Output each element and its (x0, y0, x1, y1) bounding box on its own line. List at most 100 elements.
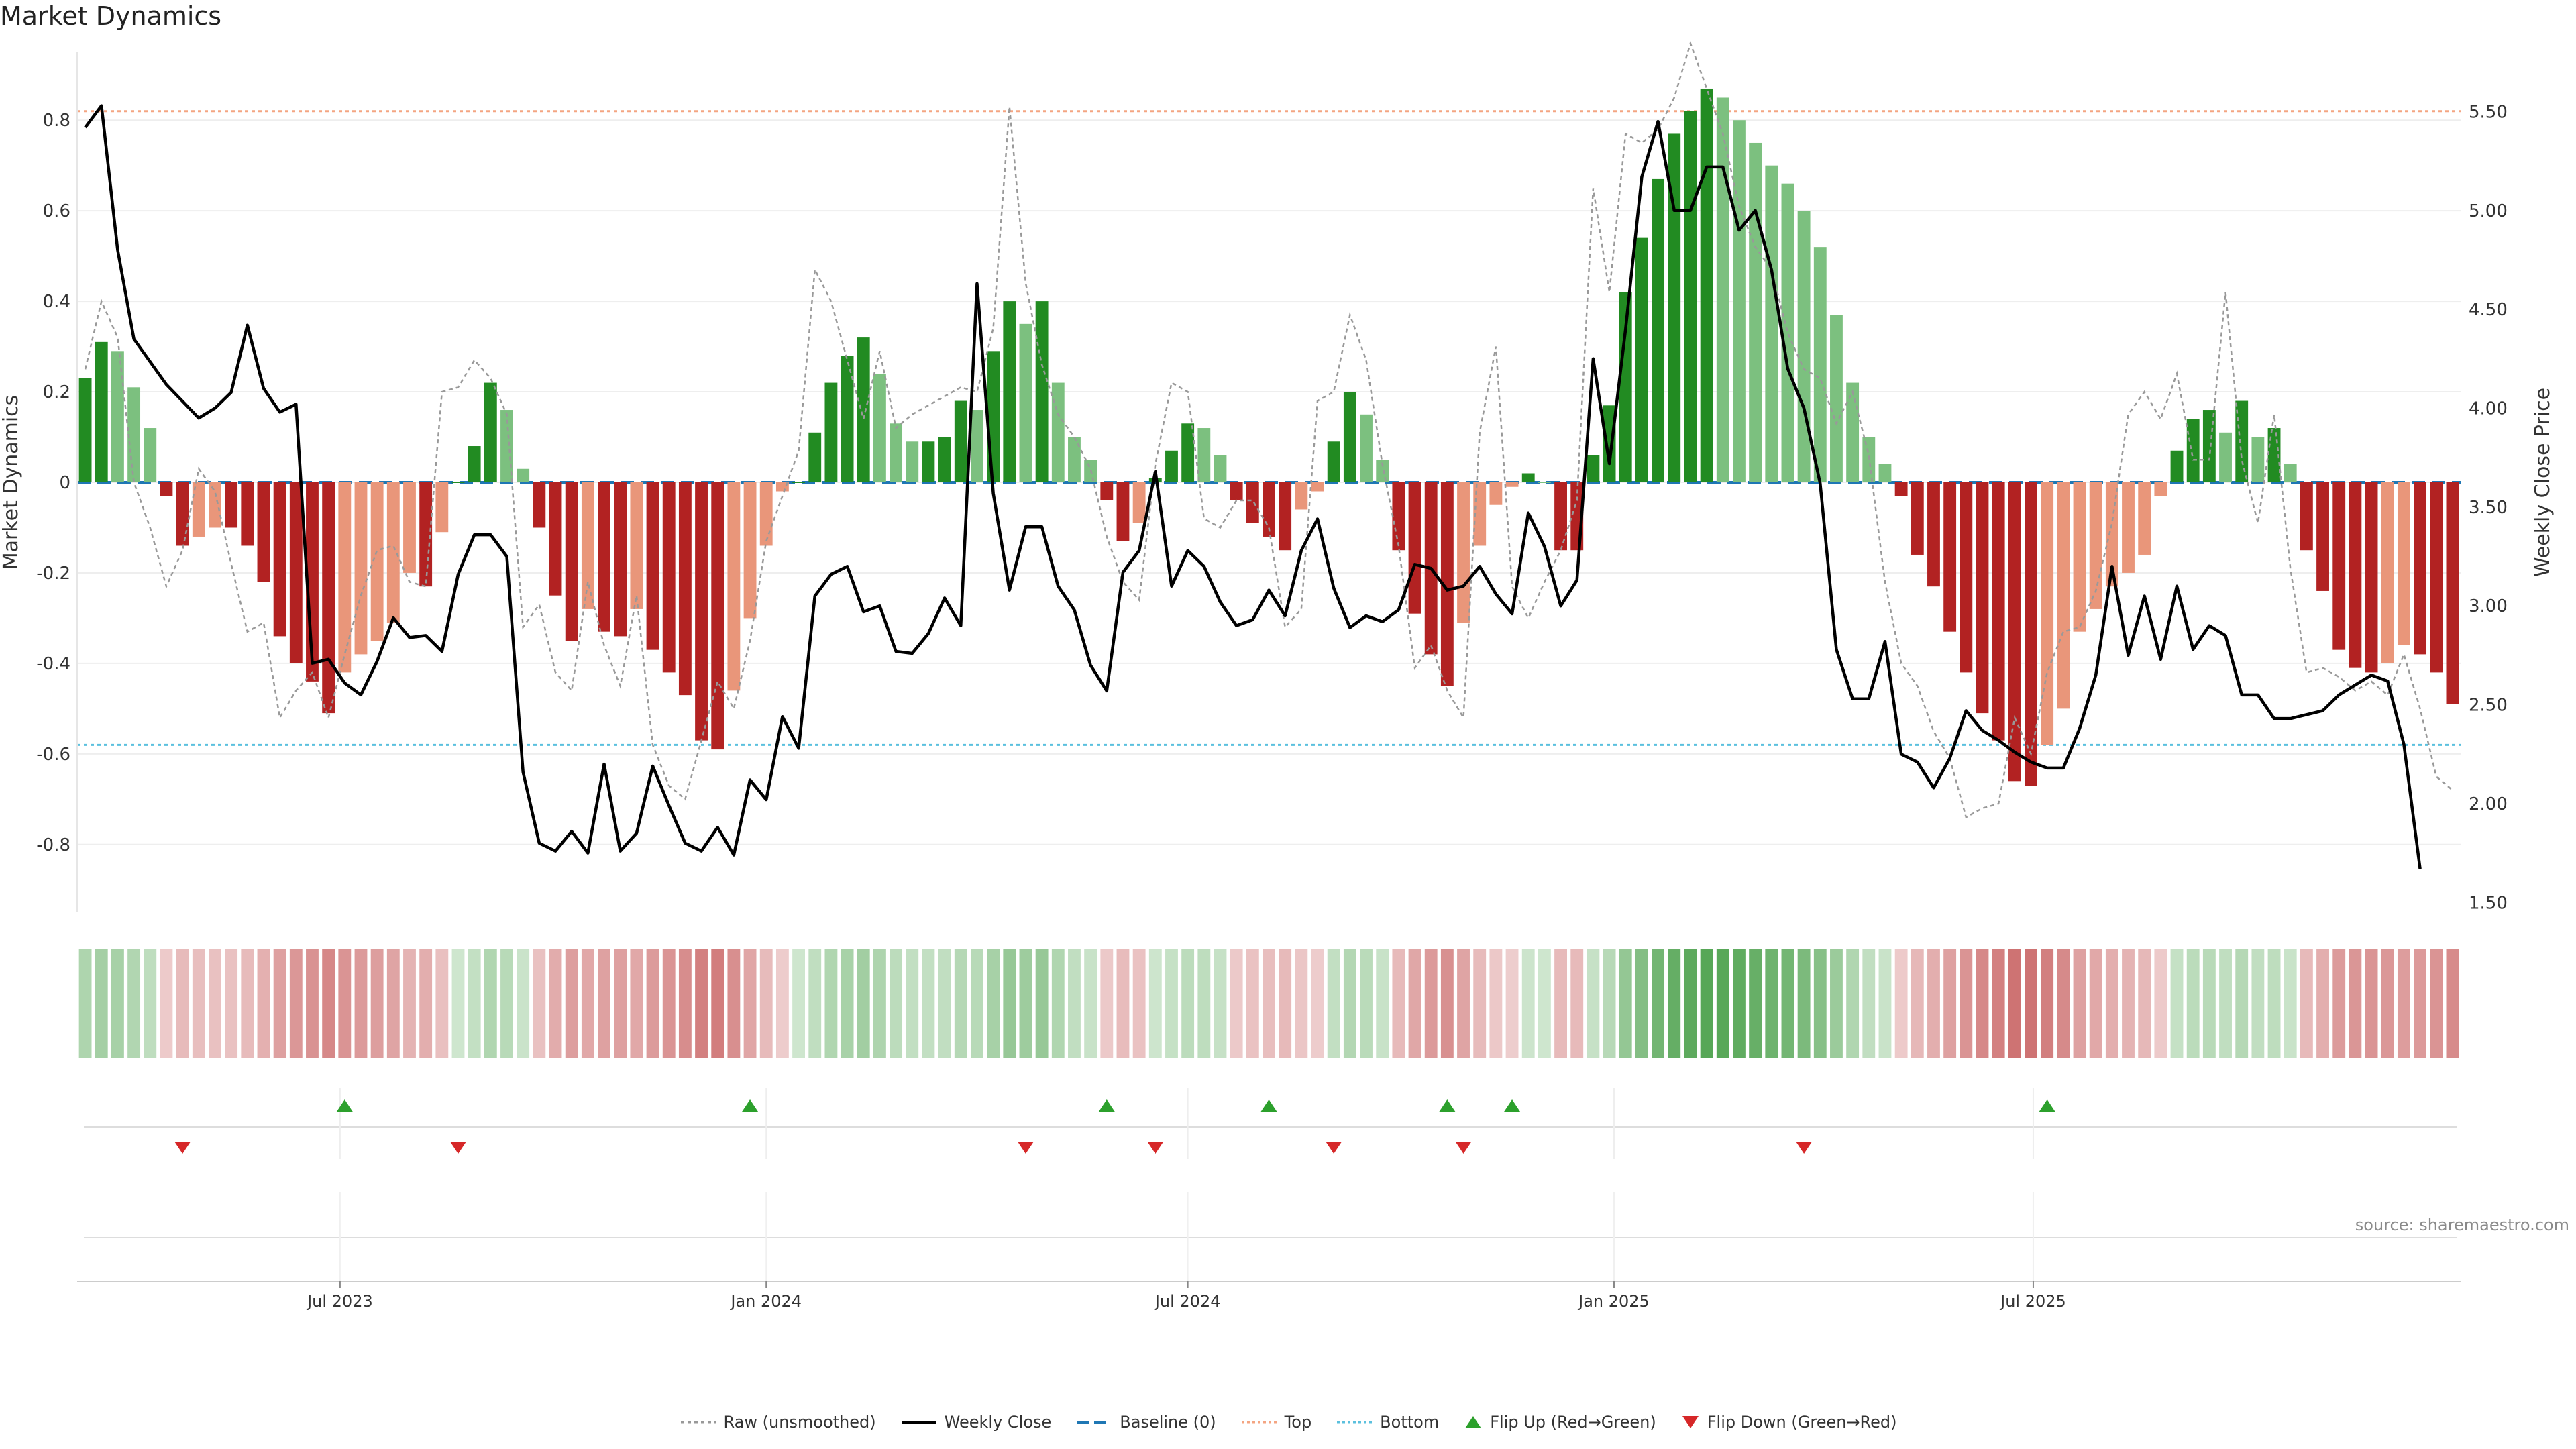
heat-cell (1635, 949, 1648, 1058)
dynamics-bar (2105, 482, 2118, 587)
dynamics-bar (711, 482, 724, 750)
dynamics-bar (2073, 482, 2086, 632)
legend-label-baseline: Baseline (0) (1120, 1413, 1216, 1432)
dynamics-bar (1440, 482, 1454, 686)
heat-cell (1570, 949, 1584, 1058)
flip-down-marker (1017, 1142, 1034, 1154)
heat-cell (2025, 949, 2037, 1058)
dynamics-bar (370, 482, 384, 641)
left-tick-label: 0 (59, 473, 70, 493)
dynamics-bar (403, 482, 416, 573)
heat-cell (614, 949, 627, 1058)
dynamics-bar (2170, 450, 2184, 482)
dynamics-bar (1846, 382, 1860, 482)
dynamics-bar (2138, 482, 2151, 555)
dynamics-bar (2430, 482, 2443, 673)
right-tick-label: 4.00 (2469, 398, 2508, 419)
dynamics-bar (354, 482, 368, 655)
dynamics-bar (1911, 482, 1924, 555)
heat-cell (2316, 949, 2329, 1058)
dynamics-bar (1554, 482, 1567, 551)
right-tick-label: 4.50 (2469, 300, 2508, 320)
legend-item-baseline: Baseline (0) (1075, 1413, 1216, 1432)
legend-label-flip-up: Flip Up (Red→Green) (1490, 1413, 1656, 1432)
dynamics-bar (257, 482, 270, 582)
dynamics-bar (695, 482, 708, 741)
flip-down-marker (1147, 1142, 1164, 1154)
heat-cell (1943, 949, 1957, 1058)
heat-cell (1295, 949, 1308, 1058)
heat-cell (1376, 949, 1389, 1058)
baseline-line-swatch (1077, 1421, 1112, 1424)
heat-cell (1230, 949, 1243, 1058)
left-tick-label: -0.6 (36, 745, 70, 765)
flip-up-marker (2039, 1099, 2055, 1112)
flip-down-triangle-icon (1682, 1416, 1699, 1428)
heat-cell (78, 949, 92, 1058)
heat-cell (1846, 949, 1860, 1058)
dynamics-bar (2446, 482, 2459, 704)
weekly-close-series (84, 104, 2422, 869)
heat-cell (354, 949, 368, 1058)
dynamics-bar (1132, 482, 1146, 523)
heat-cell (127, 949, 141, 1058)
heat-cell (435, 949, 449, 1058)
dynamics-bar (890, 423, 903, 482)
bottom-panel: Jul 2023 Jan 2024 Jul 2024 Jan 2025 Jul 2025 (77, 1192, 2461, 1311)
heat-cell (1733, 949, 1746, 1058)
heat-cell (824, 949, 838, 1058)
heat-cell (1960, 949, 1973, 1058)
heat-cell (678, 949, 692, 1058)
right-tick-label: 5.50 (2469, 102, 2508, 122)
dynamics-bar (1668, 133, 1681, 482)
flip-down-marker (1326, 1142, 1342, 1154)
heat-cell (1279, 949, 1292, 1058)
heat-cell (711, 949, 724, 1058)
dynamics-bar (160, 482, 173, 496)
bottom-line-swatch (1337, 1421, 1373, 1424)
dynamics-bar (1019, 323, 1032, 482)
heat-cell (1878, 949, 1892, 1058)
dynamics-bar (1992, 482, 2005, 741)
dynamics-bar (273, 482, 286, 637)
heat-cell (2365, 949, 2378, 1058)
dynamics-bar (468, 446, 481, 482)
flip-up-marker (742, 1099, 759, 1112)
heat-cell (2057, 949, 2070, 1058)
dynamics-bar (1295, 482, 1308, 510)
heat-cell (759, 949, 773, 1058)
heat-cell (192, 949, 205, 1058)
heat-cell (549, 949, 562, 1058)
heat-cell (1116, 949, 1130, 1058)
dynamics-bar (1927, 482, 1940, 587)
dynamics-bar (2008, 482, 2021, 782)
heat-cell (2138, 949, 2151, 1058)
reference-lines (77, 110, 2461, 746)
dynamics-bar (95, 341, 108, 482)
heat-cell (695, 949, 708, 1058)
dynamics-bar (1521, 473, 1535, 482)
heat-cell (775, 949, 789, 1058)
heat-cell (2170, 949, 2184, 1058)
heat-cell (1992, 949, 2005, 1058)
heat-cell (2349, 949, 2362, 1058)
dynamics-bar (873, 374, 886, 482)
dynamics-bar (1327, 441, 1340, 482)
dynamics-bar (1197, 428, 1211, 482)
left-tick-label: 0.2 (43, 382, 70, 402)
dynamics-bar (386, 482, 400, 623)
heat-cell (1603, 949, 1616, 1058)
dynamics-bar (338, 482, 352, 673)
close-line-swatch (901, 1421, 936, 1424)
left-tick-label: -0.8 (36, 835, 70, 855)
heat-cell (873, 949, 886, 1058)
flip-up-marker (1098, 1099, 1115, 1112)
heat-cell (386, 949, 400, 1058)
dynamics-bar (322, 482, 335, 714)
flip-up-marker (1260, 1099, 1277, 1112)
heat-cell (241, 949, 254, 1058)
heat-cell (906, 949, 919, 1058)
legend-item-flip-up: Flip Up (Red→Green) (1463, 1413, 1656, 1432)
heat-cell (581, 949, 594, 1058)
